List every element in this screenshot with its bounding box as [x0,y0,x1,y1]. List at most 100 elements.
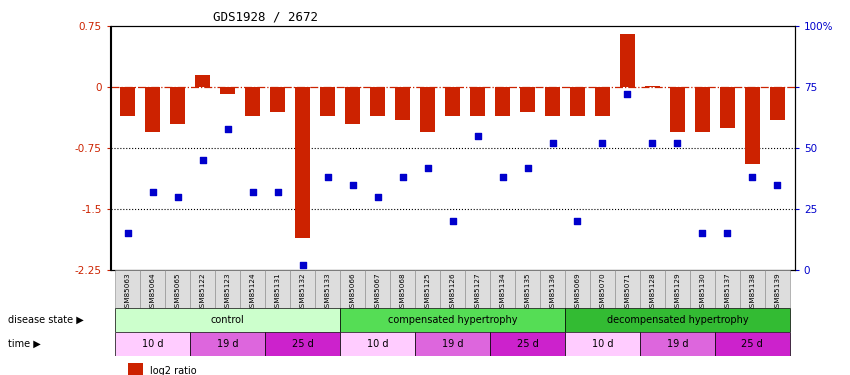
Bar [171,87,185,124]
Point [221,126,235,132]
FancyBboxPatch shape [440,270,465,308]
Point [371,194,384,200]
Text: 19 d: 19 d [666,339,688,349]
Text: compensated hypertrophy: compensated hypertrophy [388,315,518,325]
FancyBboxPatch shape [565,308,790,332]
FancyBboxPatch shape [615,270,640,308]
Text: 19 d: 19 d [217,339,239,349]
FancyBboxPatch shape [340,308,565,332]
Text: GSM85122: GSM85122 [200,272,206,312]
Point [471,133,484,139]
Text: GSM85123: GSM85123 [225,272,231,312]
Bar [420,87,435,132]
Bar [395,87,411,120]
Text: GSM85139: GSM85139 [774,272,780,312]
Point [396,174,410,180]
Text: GSM85128: GSM85128 [649,272,655,312]
Text: 19 d: 19 d [442,339,463,349]
Text: GSM85134: GSM85134 [500,272,506,312]
Point [496,174,509,180]
Text: GSM85132: GSM85132 [300,272,306,312]
Bar [595,87,610,116]
Point [745,174,759,180]
Point [122,230,135,237]
Text: log2 ratio: log2 ratio [150,366,196,375]
Point [521,165,535,171]
Bar [570,87,585,116]
Text: GSM85125: GSM85125 [425,272,431,312]
FancyBboxPatch shape [340,270,366,308]
Text: 25 d: 25 d [292,339,314,349]
Bar [495,87,510,116]
Text: GSM85064: GSM85064 [150,272,156,312]
Point [196,158,210,164]
FancyBboxPatch shape [116,308,340,332]
Point [445,218,459,224]
FancyBboxPatch shape [465,270,490,308]
Point [671,140,684,146]
FancyBboxPatch shape [665,270,690,308]
FancyBboxPatch shape [415,332,490,356]
Text: GSM85070: GSM85070 [599,272,605,312]
FancyBboxPatch shape [366,270,390,308]
Point [646,140,660,146]
Bar [246,87,260,116]
Bar [545,87,560,116]
Bar [445,87,460,116]
Bar [745,87,760,164]
Text: GSM85124: GSM85124 [250,272,256,312]
Bar [645,86,660,87]
FancyBboxPatch shape [540,270,565,308]
Bar [320,87,335,116]
Point [570,218,584,224]
FancyBboxPatch shape [415,270,440,308]
Text: GDS1928 / 2672: GDS1928 / 2672 [213,11,318,24]
FancyBboxPatch shape [640,332,715,356]
Point [271,189,285,195]
FancyBboxPatch shape [690,270,715,308]
Text: GSM85069: GSM85069 [575,272,581,312]
Bar [220,87,235,94]
Point [596,140,609,146]
FancyBboxPatch shape [190,332,265,356]
FancyBboxPatch shape [490,270,515,308]
FancyBboxPatch shape [190,270,215,308]
Point [246,189,259,195]
FancyBboxPatch shape [241,270,265,308]
Text: 25 d: 25 d [741,339,763,349]
Text: GSM85130: GSM85130 [700,272,706,312]
Point [421,165,434,171]
Bar [694,87,710,132]
Point [695,230,709,237]
FancyBboxPatch shape [390,270,415,308]
FancyBboxPatch shape [515,270,540,308]
Text: GSM85138: GSM85138 [750,272,756,312]
Bar [121,87,135,116]
Text: 10 d: 10 d [142,339,164,349]
FancyBboxPatch shape [315,270,340,308]
Text: GSM85127: GSM85127 [474,272,480,312]
FancyBboxPatch shape [265,270,291,308]
FancyBboxPatch shape [740,270,765,308]
Text: GSM85071: GSM85071 [625,272,631,312]
FancyBboxPatch shape [565,270,590,308]
FancyBboxPatch shape [116,332,190,356]
Bar [196,75,211,87]
Text: disease state ▶: disease state ▶ [8,315,84,325]
Text: GSM85131: GSM85131 [275,272,280,312]
Bar [371,87,385,116]
FancyBboxPatch shape [215,270,241,308]
Text: GSM85065: GSM85065 [175,272,181,312]
Bar [520,87,535,112]
Bar [270,87,286,112]
FancyBboxPatch shape [640,270,665,308]
Point [346,182,360,188]
Text: GSM85129: GSM85129 [674,272,680,312]
Text: GSM85066: GSM85066 [349,272,356,312]
Bar [720,87,734,128]
FancyBboxPatch shape [340,332,415,356]
Text: time ▶: time ▶ [8,339,42,349]
Text: GSM85133: GSM85133 [325,272,331,312]
Text: GSM85137: GSM85137 [724,272,730,312]
Point [321,174,335,180]
